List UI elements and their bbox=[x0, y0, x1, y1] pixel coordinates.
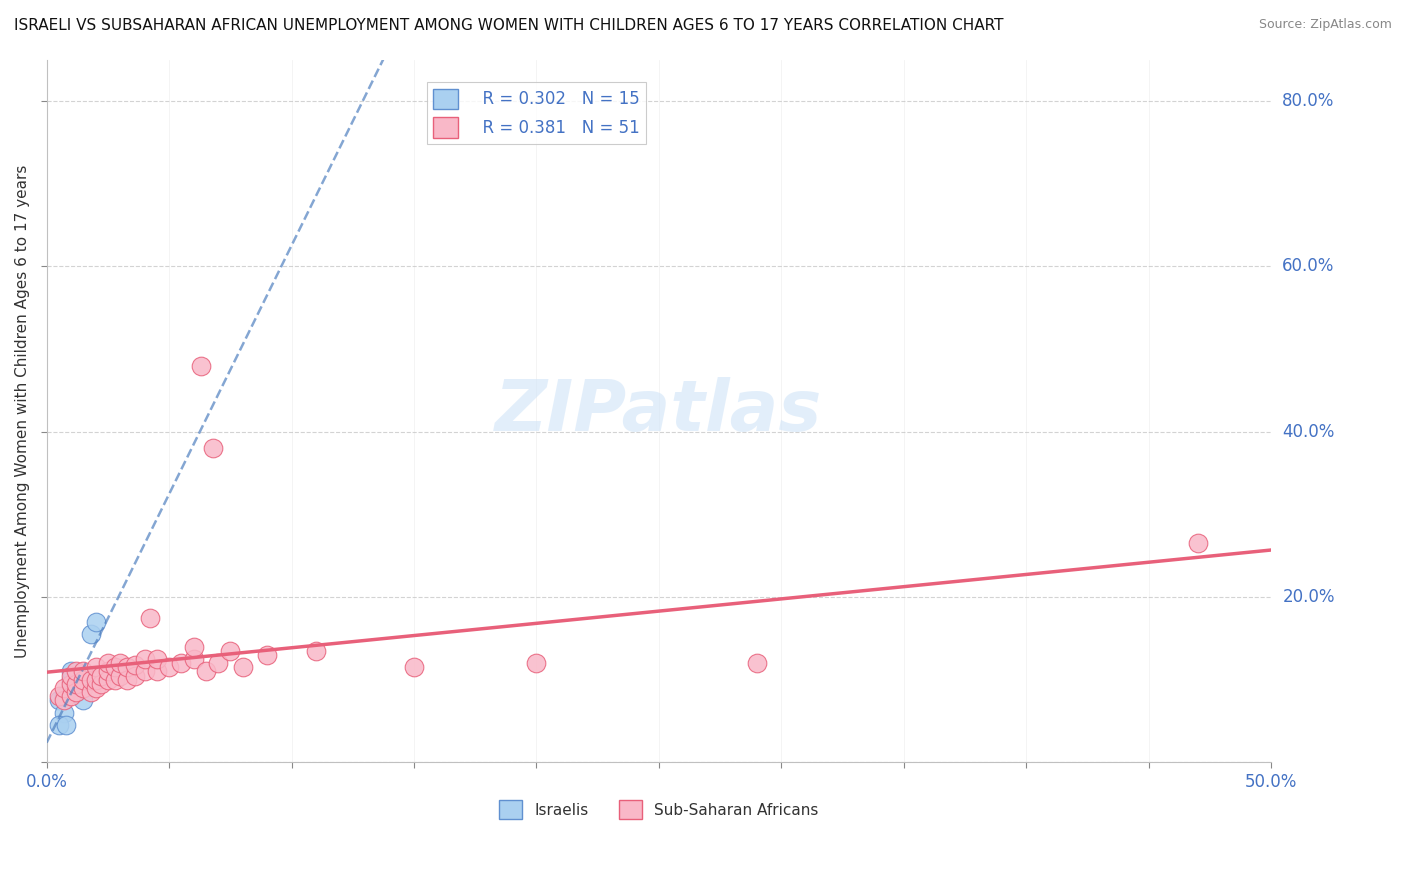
Point bbox=[170, 657, 193, 671]
Point bbox=[84, 673, 107, 687]
Point bbox=[305, 644, 328, 658]
Point bbox=[60, 677, 83, 691]
Text: 60.0%: 60.0% bbox=[1282, 257, 1334, 276]
Point bbox=[80, 627, 103, 641]
Point bbox=[124, 668, 146, 682]
Point bbox=[146, 665, 169, 679]
Point bbox=[526, 657, 548, 671]
Point bbox=[1187, 536, 1209, 550]
Point bbox=[84, 660, 107, 674]
Point bbox=[256, 648, 278, 662]
Point bbox=[84, 615, 107, 629]
Point bbox=[207, 657, 229, 671]
Point bbox=[745, 657, 768, 671]
Point bbox=[124, 657, 146, 672]
Point bbox=[202, 441, 225, 455]
Point bbox=[65, 677, 87, 691]
Text: 80.0%: 80.0% bbox=[1282, 92, 1334, 110]
Point bbox=[90, 677, 112, 691]
Point bbox=[134, 665, 156, 679]
Legend: Israelis, Sub-Saharan Africans: Israelis, Sub-Saharan Africans bbox=[494, 794, 825, 825]
Point bbox=[194, 665, 217, 679]
Point bbox=[104, 673, 127, 687]
Point bbox=[104, 660, 127, 674]
Text: ISRAELI VS SUBSAHARAN AFRICAN UNEMPLOYMENT AMONG WOMEN WITH CHILDREN AGES 6 TO 1: ISRAELI VS SUBSAHARAN AFRICAN UNEMPLOYME… bbox=[14, 18, 1004, 33]
Point bbox=[72, 673, 94, 687]
Point bbox=[48, 693, 70, 707]
Point bbox=[72, 681, 94, 695]
Point bbox=[108, 668, 131, 682]
Text: 40.0%: 40.0% bbox=[1282, 423, 1334, 441]
Text: Source: ZipAtlas.com: Source: ZipAtlas.com bbox=[1258, 18, 1392, 31]
Point bbox=[60, 673, 83, 687]
Point bbox=[146, 652, 169, 666]
Point bbox=[60, 681, 83, 695]
Point bbox=[190, 359, 212, 373]
Point bbox=[90, 668, 112, 682]
Point bbox=[72, 665, 94, 679]
Point bbox=[108, 657, 131, 671]
Point bbox=[65, 685, 87, 699]
Point bbox=[60, 665, 83, 679]
Point bbox=[84, 681, 107, 695]
Point bbox=[232, 660, 254, 674]
Point bbox=[97, 657, 120, 671]
Point bbox=[134, 652, 156, 666]
Point bbox=[60, 690, 83, 704]
Point bbox=[72, 693, 94, 707]
Y-axis label: Unemployment Among Women with Children Ages 6 to 17 years: Unemployment Among Women with Children A… bbox=[15, 164, 30, 657]
Point bbox=[72, 673, 94, 687]
Point bbox=[65, 665, 87, 679]
Text: ZIPatlas: ZIPatlas bbox=[495, 376, 823, 445]
Point bbox=[97, 665, 120, 679]
Point bbox=[65, 677, 87, 691]
Point bbox=[183, 640, 205, 654]
Point bbox=[183, 652, 205, 666]
Point bbox=[48, 718, 70, 732]
Point bbox=[60, 668, 83, 682]
Point bbox=[219, 644, 242, 658]
Point bbox=[80, 673, 103, 687]
Point bbox=[72, 681, 94, 695]
Point bbox=[52, 706, 75, 720]
Point bbox=[117, 660, 139, 674]
Point bbox=[52, 681, 75, 695]
Point bbox=[52, 693, 75, 707]
Point bbox=[97, 673, 120, 687]
Point bbox=[65, 685, 87, 699]
Point bbox=[80, 685, 103, 699]
Point bbox=[117, 673, 139, 687]
Point bbox=[138, 611, 160, 625]
Point bbox=[52, 690, 75, 704]
Text: 20.0%: 20.0% bbox=[1282, 588, 1334, 606]
Point bbox=[402, 660, 425, 674]
Point bbox=[48, 690, 70, 704]
Point bbox=[157, 660, 180, 674]
Point bbox=[55, 718, 77, 732]
